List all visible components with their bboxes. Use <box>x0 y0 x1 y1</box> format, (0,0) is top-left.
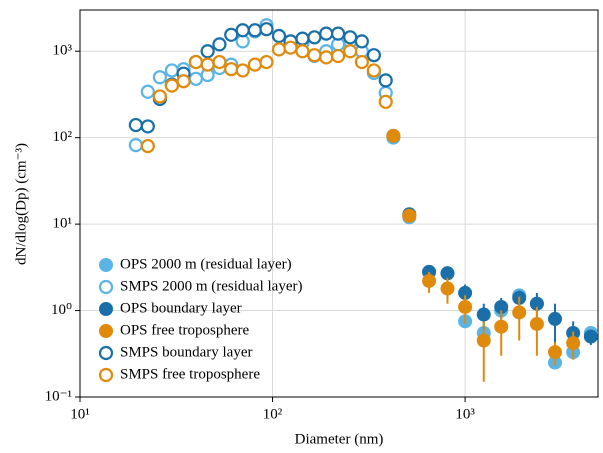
data-point <box>476 333 491 348</box>
y-tick-label: 10⁻¹ <box>45 388 72 404</box>
data-point <box>458 299 473 314</box>
y-tick-label: 10⁰ <box>51 302 72 318</box>
data-point <box>188 71 204 86</box>
data-point <box>402 208 417 223</box>
data-point <box>583 329 598 344</box>
data-point <box>259 22 274 37</box>
x-tick-label: 10³ <box>455 406 475 422</box>
legend-marker <box>99 302 113 316</box>
x-tick-label: 10² <box>263 406 283 422</box>
legend-label: SMPS 2000 m (residual layer) <box>120 278 302 294</box>
data-point <box>271 42 287 57</box>
legend-marker <box>98 345 114 361</box>
data-point <box>458 285 473 300</box>
data-point <box>366 63 381 78</box>
data-point <box>224 27 239 42</box>
data-point <box>140 84 155 99</box>
data-point <box>188 54 204 70</box>
legend-marker <box>99 324 113 338</box>
y-tick-label: 10¹ <box>53 216 73 232</box>
legend-label: SMPS boundary layer <box>120 344 253 360</box>
data-point <box>566 336 581 351</box>
data-point <box>529 316 544 331</box>
data-point <box>547 345 562 360</box>
data-point <box>494 319 509 334</box>
data-point <box>307 30 322 45</box>
legend-marker <box>99 258 113 272</box>
data-point <box>378 94 393 109</box>
data-point <box>319 26 334 41</box>
data-point <box>235 63 250 78</box>
legend-marker <box>98 367 114 383</box>
data-point <box>319 50 334 65</box>
data-point <box>529 296 544 311</box>
data-point <box>494 299 509 314</box>
legend-label: OPS 2000 m (residual layer) <box>120 256 292 272</box>
data-point <box>247 23 263 38</box>
data-point <box>386 128 401 143</box>
data-point <box>164 78 179 93</box>
data-point <box>152 89 168 104</box>
data-point <box>224 62 239 77</box>
data-point <box>440 281 455 296</box>
data-point <box>307 48 322 63</box>
data-point <box>422 273 437 288</box>
data-point <box>152 70 168 85</box>
data-point <box>476 307 491 322</box>
data-point <box>247 57 263 72</box>
x-tick-label: 10¹ <box>70 406 90 422</box>
legend-label: SMPS free troposphere <box>120 366 260 382</box>
data-point <box>212 54 227 70</box>
data-point <box>343 44 358 59</box>
legend-label: OPS free troposphere <box>120 322 249 338</box>
data-point <box>271 28 287 44</box>
data-point <box>140 119 155 134</box>
data-point <box>235 23 250 38</box>
y-tick-label: 10³ <box>53 43 73 59</box>
legend-label: OPS boundary layer <box>120 300 242 316</box>
data-point <box>200 44 215 59</box>
data-point <box>331 48 346 64</box>
data-point <box>212 37 227 52</box>
y-axis-label: dN/dlog(Dp) (cm⁻³) <box>13 143 29 265</box>
data-point <box>440 266 455 281</box>
data-point <box>354 54 369 70</box>
data-point <box>547 311 562 326</box>
data-point <box>295 31 310 46</box>
data-point <box>200 57 215 72</box>
x-axis-label: Diameter (nm) <box>295 431 384 447</box>
data-point <box>283 40 298 55</box>
y-tick-label: 10² <box>53 129 73 145</box>
data-point <box>140 138 155 154</box>
legend-marker <box>98 279 114 295</box>
data-point <box>354 34 369 49</box>
data-point <box>128 117 143 133</box>
data-point <box>366 48 381 63</box>
data-point <box>343 30 358 45</box>
data-point <box>128 138 143 153</box>
data-point <box>176 74 191 89</box>
data-point <box>378 73 393 88</box>
data-point <box>295 44 310 59</box>
data-point <box>259 54 274 70</box>
data-point <box>164 63 179 78</box>
data-point <box>331 26 346 41</box>
plot-frame <box>79 9 599 398</box>
data-point <box>512 305 527 320</box>
